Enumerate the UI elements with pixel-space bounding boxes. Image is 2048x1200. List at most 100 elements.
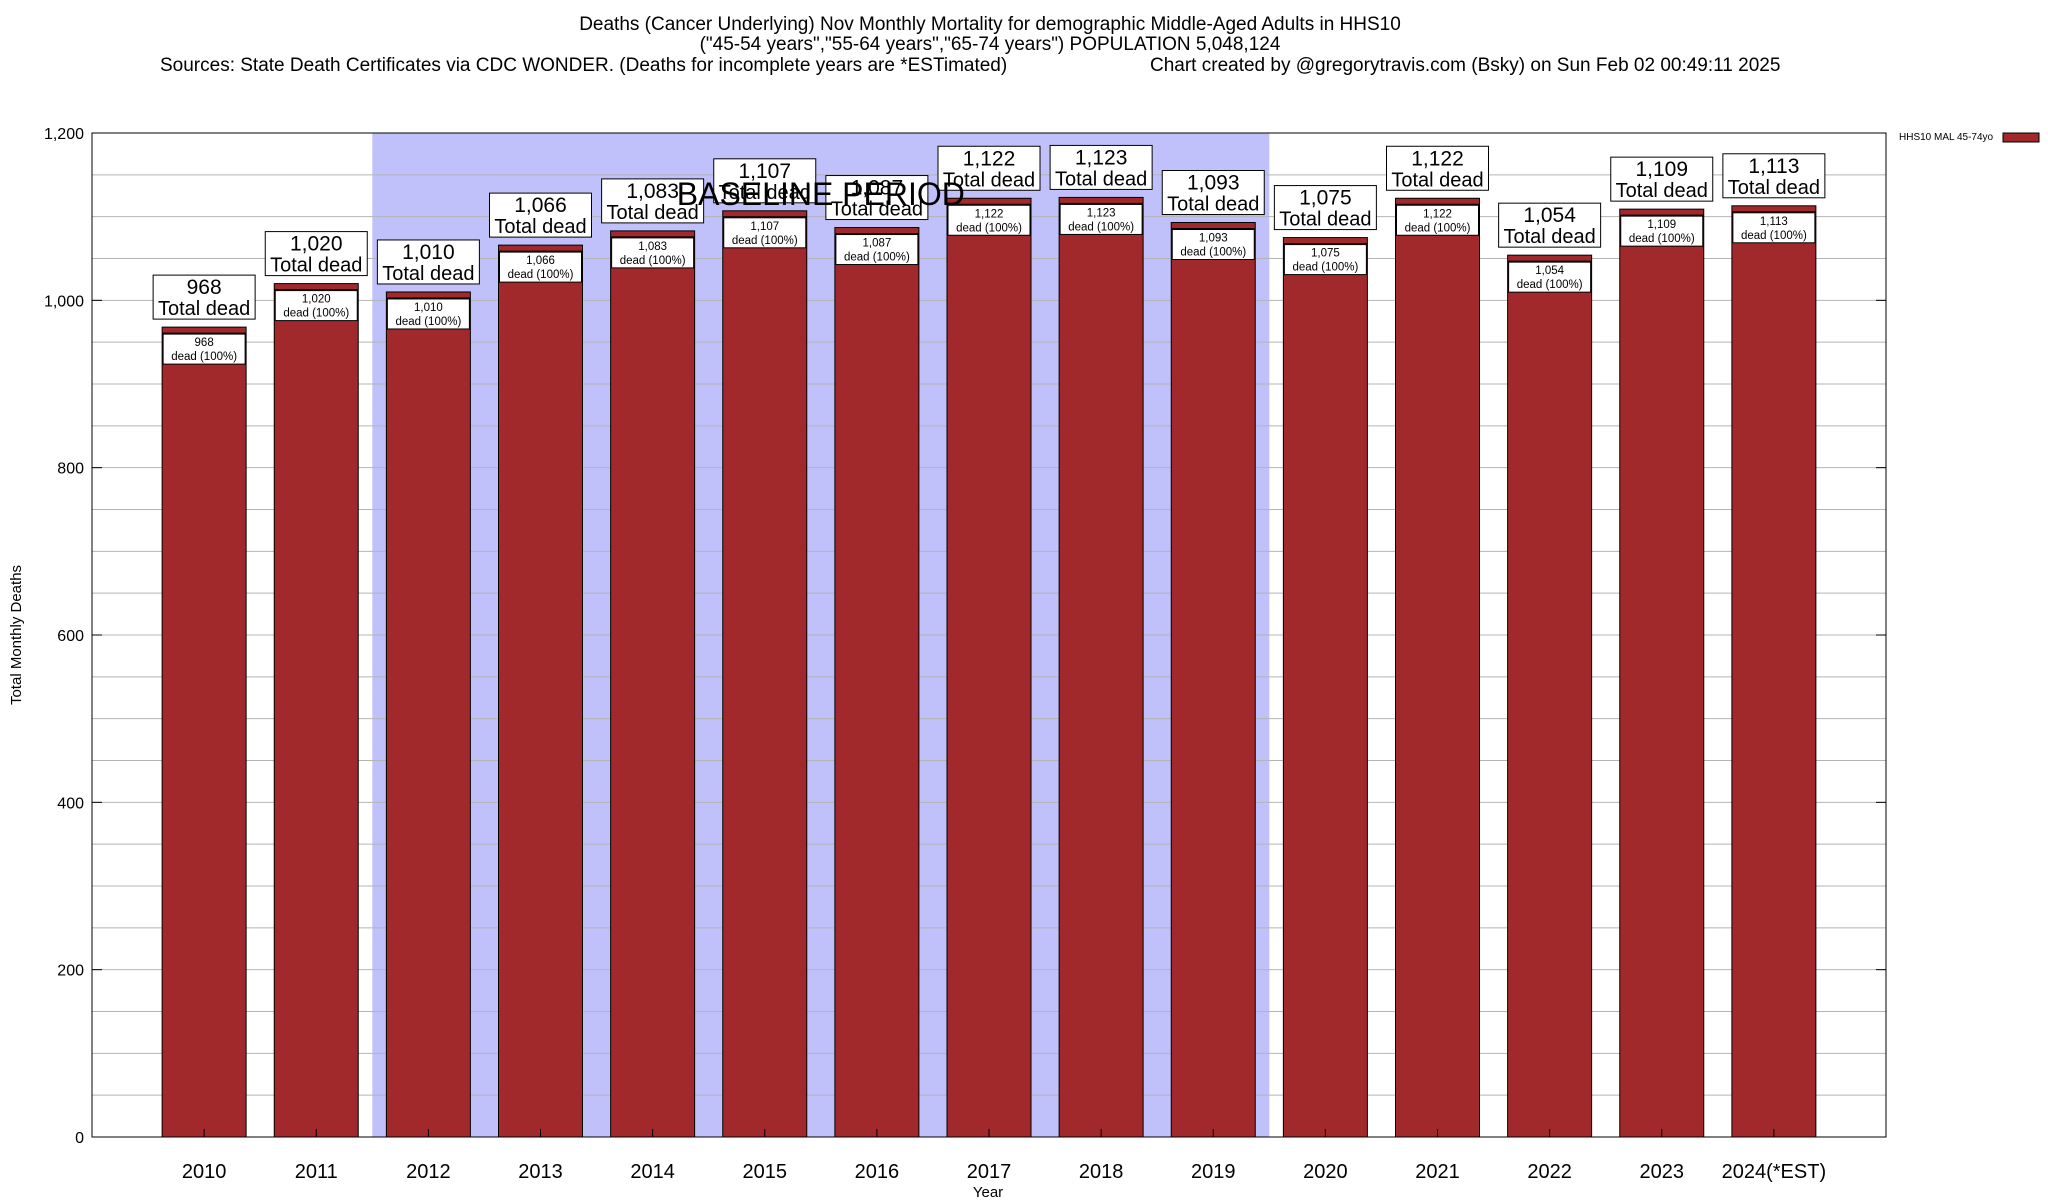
- inner-label-box: [1732, 212, 1816, 244]
- total-dead-label: Total dead: [831, 199, 923, 221]
- legend-swatch: [2002, 132, 2040, 143]
- total-value-label: 1,054: [1523, 204, 1576, 227]
- y-tick-label: 1,000: [44, 293, 84, 310]
- total-value-label: 1,075: [1299, 187, 1352, 210]
- inner-share-label: dead (100%): [395, 316, 461, 328]
- inner-value-label: 1,093: [1199, 233, 1228, 245]
- inner-share-label: dead (100%): [1180, 247, 1246, 259]
- total-dead-label: Total dead: [1503, 226, 1595, 248]
- total-label-box: [1722, 153, 1826, 199]
- y-axis-title: Total Monthly Deaths: [8, 565, 25, 705]
- inner-value-label: 1,109: [1647, 219, 1676, 231]
- bar: [1395, 197, 1480, 1138]
- bar: [1282, 237, 1368, 1138]
- total-value-label: 1,107: [738, 160, 791, 183]
- total-dead-label: Total dead: [943, 169, 1035, 191]
- x-axis-title: Year: [973, 1184, 1003, 1200]
- total-value-label: 1,010: [402, 241, 455, 264]
- total-label-box: [1386, 145, 1489, 191]
- total-value-label: 1,020: [290, 233, 343, 256]
- inner-value-label: 1,087: [862, 238, 891, 250]
- y-tick-label: 600: [57, 628, 84, 645]
- title-line-3-credit: Chart created by @gregorytravis.com (Bsk…: [1150, 55, 1780, 76]
- inner-value-label: 1,083: [638, 241, 667, 253]
- inner-share-label: dead (100%): [844, 252, 910, 264]
- x-category-label: 2018: [1079, 1161, 1124, 1183]
- bar: [610, 230, 696, 1138]
- total-label-box: [376, 239, 480, 285]
- inner-share-label: dead (100%): [1068, 221, 1134, 233]
- inner-value-label: 1,122: [1423, 208, 1452, 220]
- bar: [1619, 208, 1705, 1138]
- inner-label-box: [1620, 215, 1704, 247]
- inner-label-box: [1396, 204, 1479, 236]
- total-label-box: [825, 175, 929, 221]
- x-category-label: 2017: [967, 1161, 1012, 1183]
- total-dead-label: Total dead: [1167, 194, 1259, 216]
- total-dead-label: Total dead: [1279, 209, 1371, 231]
- x-category-label: 2014: [630, 1161, 675, 1183]
- total-label-box: [152, 274, 256, 320]
- bar: [946, 197, 1032, 1138]
- bar: [273, 283, 359, 1138]
- bar: [498, 244, 583, 1138]
- total-label-box: [713, 158, 817, 204]
- inner-share-label: dead (100%): [1629, 233, 1695, 245]
- bar: [385, 291, 471, 1138]
- inner-label-box: [835, 234, 919, 266]
- plot-frame: [91, 132, 1887, 1138]
- inner-value-label: 1,075: [1311, 248, 1340, 260]
- bar: [834, 227, 920, 1138]
- y-tick-label: 800: [57, 461, 84, 478]
- x-category-label: 2015: [743, 1161, 788, 1183]
- inner-value-label: 1,020: [302, 294, 331, 306]
- inner-value-label: 1,122: [975, 208, 1004, 220]
- total-label-box: [1610, 156, 1714, 202]
- inner-label-box: [1171, 229, 1255, 261]
- title-line-1: Deaths (Cancer Underlying) Nov Monthly M…: [579, 14, 1401, 35]
- total-dead-label: Total dead: [270, 255, 362, 277]
- x-category-label: 2012: [406, 1161, 451, 1183]
- inner-share-label: dead (100%): [732, 235, 798, 247]
- total-value-label: 968: [187, 276, 222, 299]
- inner-share-label: dead (100%): [1517, 279, 1583, 291]
- total-label-box: [1498, 202, 1602, 248]
- bar: [1170, 222, 1256, 1138]
- inner-label-box: [274, 290, 358, 322]
- total-label-box: [1049, 144, 1153, 190]
- inner-label-box: [611, 237, 695, 269]
- inner-label-box: [499, 251, 582, 283]
- x-category-label: 2010: [182, 1161, 227, 1183]
- inner-share-label: dead (100%): [956, 222, 1022, 234]
- total-label-box: [601, 178, 705, 224]
- total-dead-label: Total dead: [494, 216, 586, 238]
- total-dead-label: Total dead: [1055, 168, 1147, 190]
- y-tick-label: 0: [75, 1130, 84, 1147]
- total-dead-label: Total dead: [606, 202, 698, 224]
- total-value-label: 1,122: [963, 147, 1016, 170]
- x-category-label: 2021: [1415, 1161, 1460, 1183]
- inner-label-box: [947, 204, 1031, 236]
- total-value-label: 1,093: [1187, 172, 1240, 195]
- inner-label-box: [386, 298, 470, 330]
- inner-share-label: dead (100%): [1405, 222, 1471, 234]
- inner-label-box: [162, 333, 246, 365]
- bar: [1507, 254, 1593, 1138]
- inner-share-label: dead (100%): [171, 351, 237, 363]
- bar: [1058, 196, 1144, 1138]
- inner-value-label: 1,010: [414, 302, 443, 314]
- x-category-label: 2011: [295, 1161, 338, 1183]
- inner-value-label: 1,066: [526, 255, 555, 267]
- inner-share-label: dead (100%): [1292, 262, 1358, 274]
- bar: [722, 210, 808, 1138]
- total-label-box: [937, 145, 1041, 191]
- inner-value-label: 1,107: [750, 221, 779, 233]
- inner-label-box: [1508, 261, 1592, 293]
- total-dead-label: Total dead: [158, 298, 250, 320]
- total-label-box: [489, 192, 592, 238]
- total-dead-label: Total dead: [1391, 169, 1483, 191]
- chart-title: Deaths (Cancer Underlying) Nov Monthly M…: [160, 14, 1780, 76]
- total-value-label: 1,083: [626, 180, 679, 203]
